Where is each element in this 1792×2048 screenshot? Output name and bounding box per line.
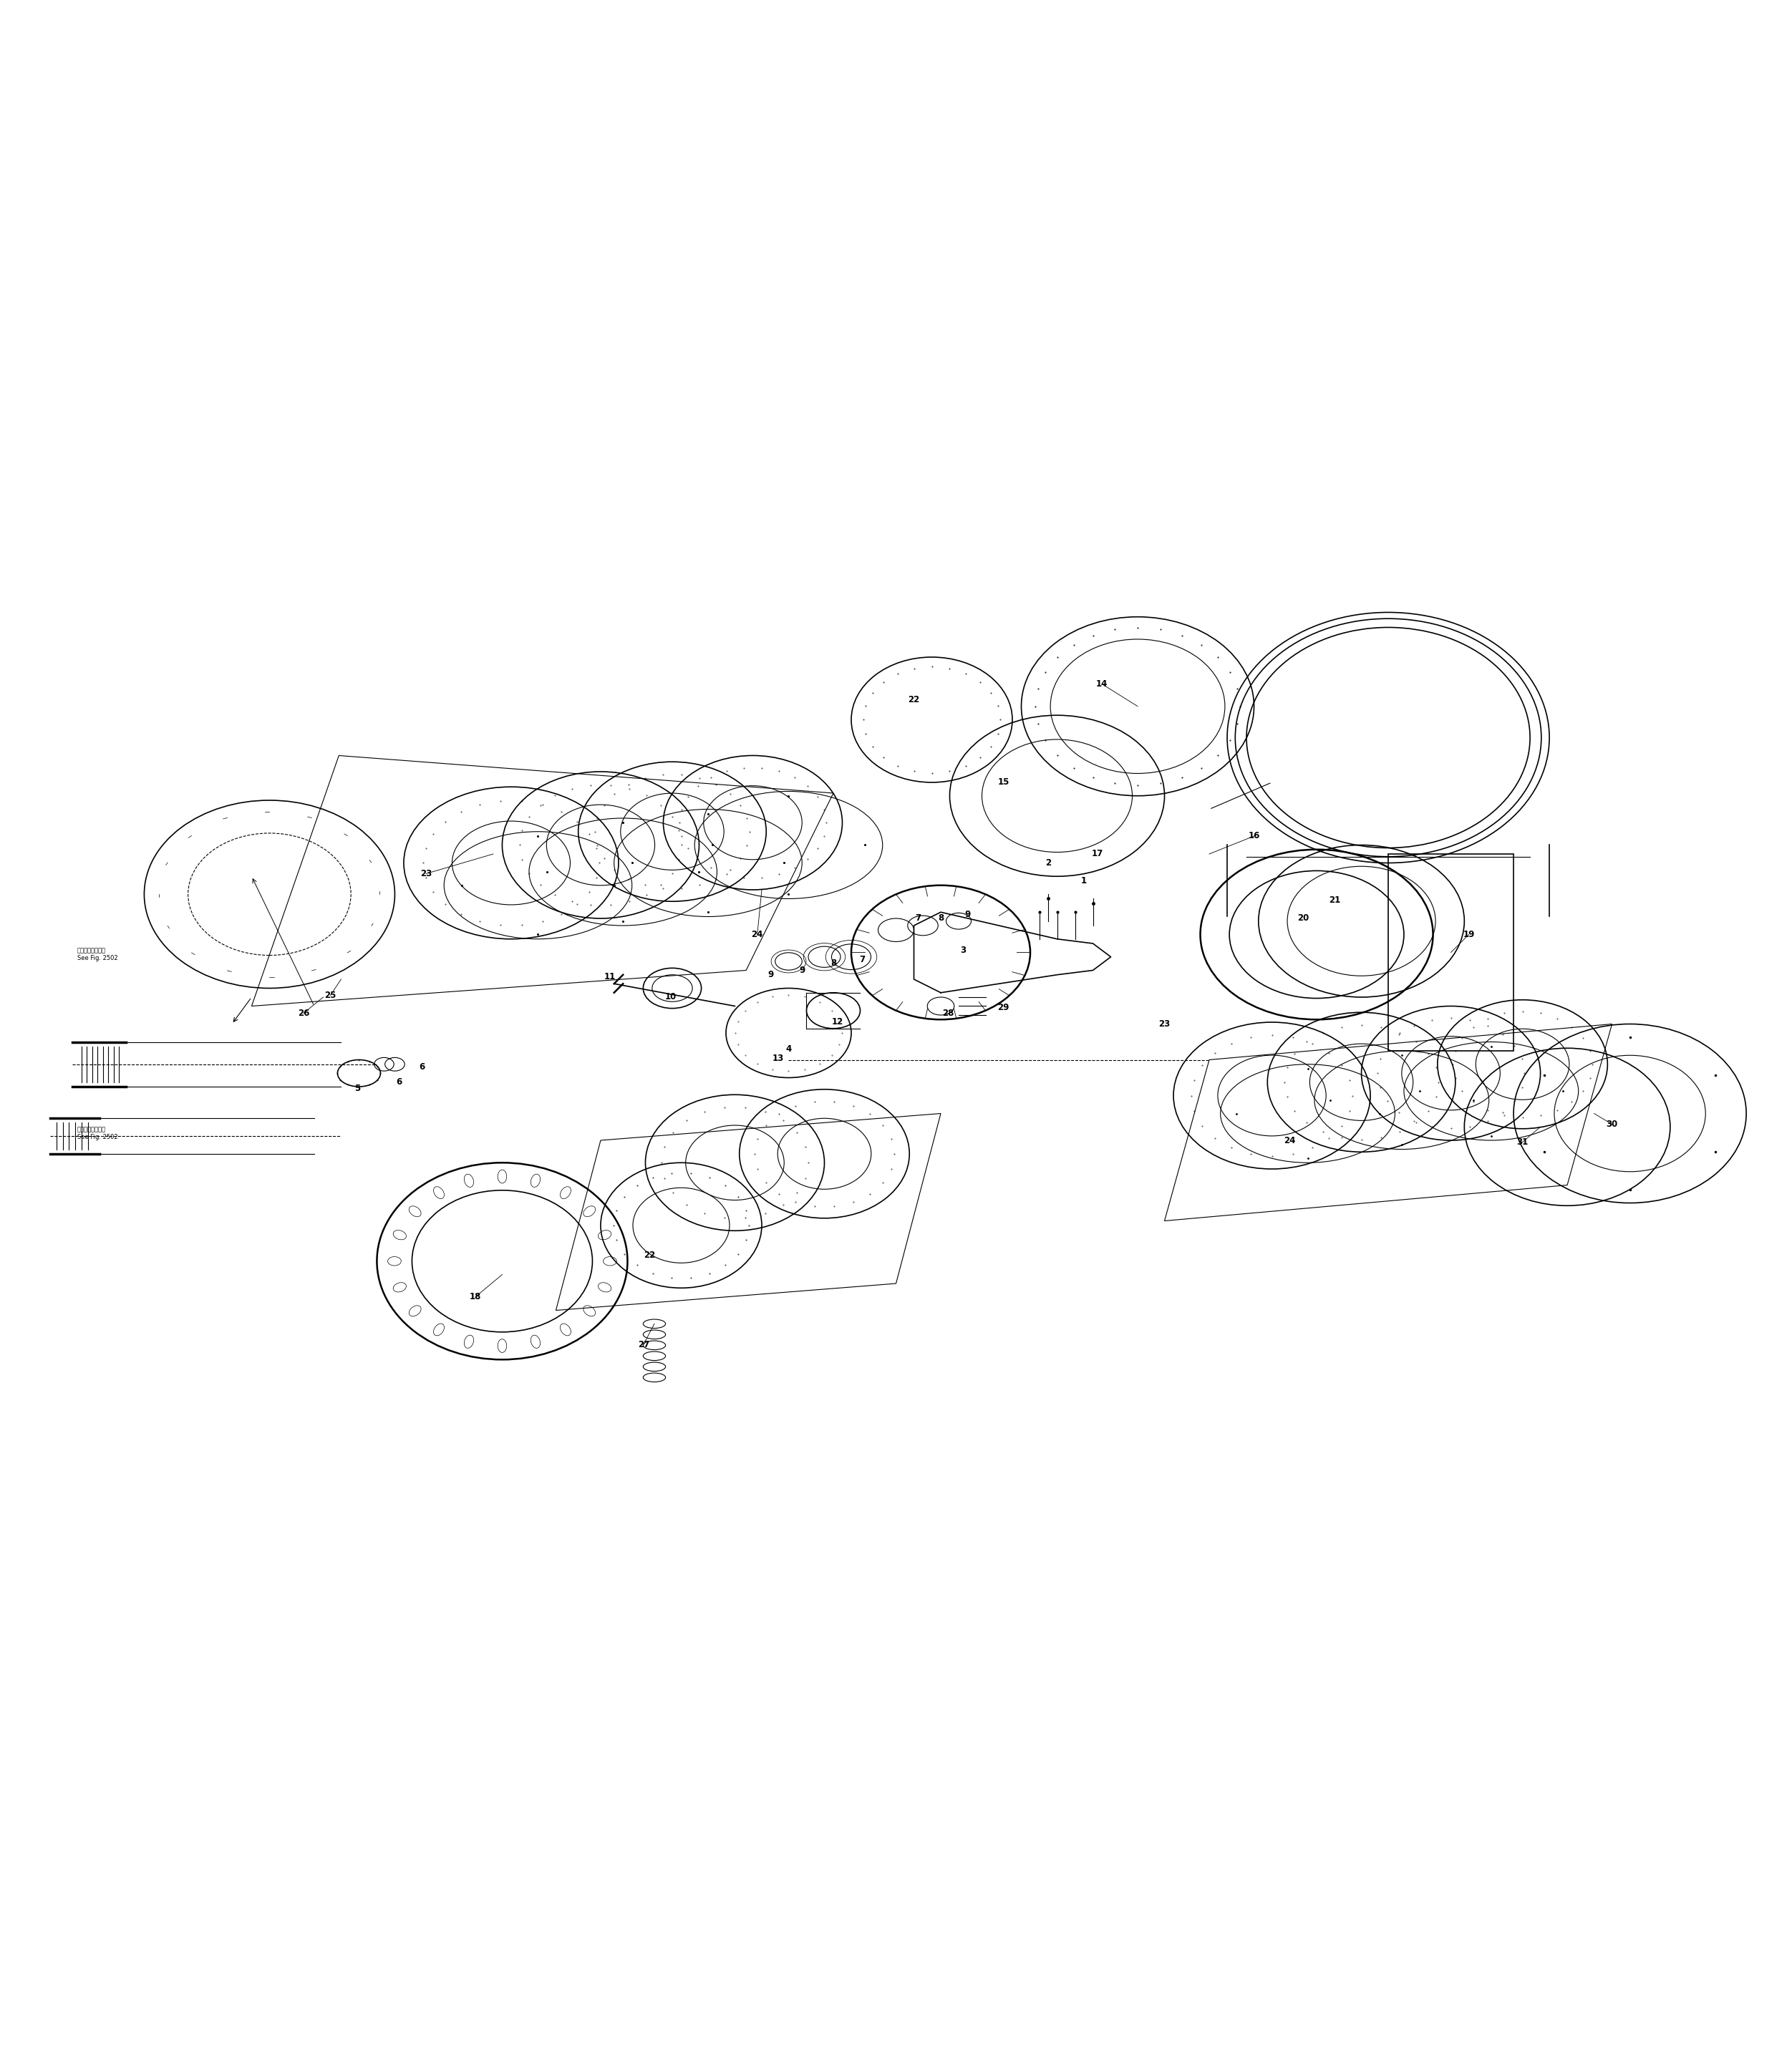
Text: 27: 27 [638,1339,649,1350]
Text: 8: 8 [937,913,944,924]
Text: 2: 2 [1045,858,1052,868]
Text: 10: 10 [665,993,676,1001]
Text: 1: 1 [1081,877,1088,885]
Text: 4: 4 [785,1044,792,1055]
Text: 7: 7 [858,954,866,965]
Text: 第２５０２図参照
See Fig. 2502: 第２５０２図参照 See Fig. 2502 [77,948,118,961]
Text: 25: 25 [324,991,337,999]
Text: 3: 3 [961,946,966,954]
Text: 12: 12 [831,1018,844,1026]
Text: 8: 8 [830,958,837,969]
Text: 13: 13 [772,1053,783,1063]
Text: 17: 17 [1091,850,1104,858]
Text: 31: 31 [1516,1137,1529,1147]
Text: 23: 23 [1159,1020,1170,1028]
Text: 19: 19 [1462,930,1475,940]
Text: 22: 22 [643,1249,656,1260]
Text: 21: 21 [1328,895,1340,905]
Text: 6: 6 [396,1077,401,1087]
Text: 第２５０２図参照
See Fig. 2502: 第２５０２図参照 See Fig. 2502 [77,1126,118,1141]
Text: 9: 9 [964,909,971,920]
Text: 9: 9 [767,971,774,979]
Text: 6: 6 [419,1063,425,1071]
Text: 23: 23 [421,868,432,879]
Text: 9: 9 [799,967,805,975]
Text: 18: 18 [470,1292,482,1303]
Text: 29: 29 [998,1004,1009,1012]
Text: 16: 16 [1249,831,1260,842]
Text: 30: 30 [1606,1120,1618,1128]
Text: 11: 11 [604,973,615,981]
Text: 5: 5 [355,1083,360,1094]
Text: 24: 24 [1283,1137,1296,1145]
Text: 14: 14 [1097,680,1107,688]
Text: 24: 24 [751,930,763,940]
Text: 20: 20 [1297,913,1308,924]
Text: 15: 15 [998,778,1009,786]
Text: 7: 7 [916,913,921,924]
Text: 22: 22 [909,696,919,705]
Text: 26: 26 [297,1008,310,1018]
Text: 28: 28 [943,1008,953,1018]
